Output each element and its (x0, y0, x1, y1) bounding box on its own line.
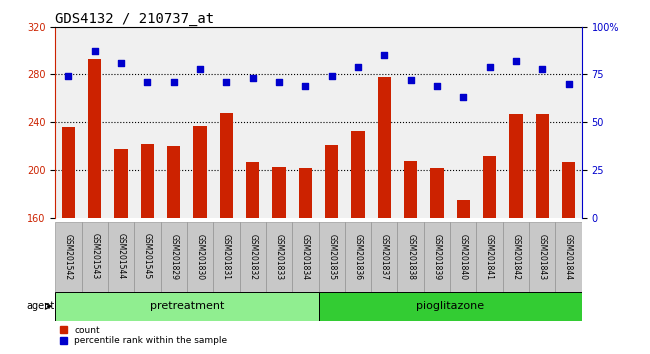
Bar (450, 222, 476, 292)
Text: GSM201841: GSM201841 (485, 234, 494, 280)
Bar (114, 149, 127, 218)
Bar (240, 222, 266, 292)
Bar (299, 168, 312, 218)
Bar (82, 222, 108, 292)
Point (195, 66, 205, 72)
Bar (536, 114, 549, 218)
Text: GSM201842: GSM201842 (512, 234, 521, 280)
Text: GSM201543: GSM201543 (90, 234, 99, 280)
Text: GSM201834: GSM201834 (301, 234, 310, 280)
Text: GSM201835: GSM201835 (327, 234, 336, 280)
Bar (55, 292, 318, 321)
Text: GDS4132 / 210737_at: GDS4132 / 210737_at (55, 12, 214, 25)
Point (221, 79, 231, 85)
Bar (266, 222, 292, 292)
Bar (246, 162, 259, 218)
Point (300, 83, 311, 89)
Bar (213, 222, 240, 292)
Text: GSM201836: GSM201836 (354, 234, 363, 280)
Point (90, 48, 100, 54)
Point (564, 81, 574, 87)
Point (406, 77, 416, 83)
Text: GSM201833: GSM201833 (274, 234, 283, 280)
Bar (556, 222, 582, 292)
Point (379, 52, 389, 58)
Point (142, 79, 153, 85)
Bar (194, 126, 207, 218)
Point (326, 74, 337, 79)
Text: GSM201832: GSM201832 (248, 234, 257, 280)
Text: GSM201837: GSM201837 (380, 234, 389, 280)
Bar (503, 222, 529, 292)
Bar (529, 222, 556, 292)
Text: GSM201844: GSM201844 (564, 234, 573, 280)
Point (458, 95, 469, 100)
Bar (404, 160, 417, 218)
Bar (55, 222, 82, 292)
Bar (457, 200, 470, 218)
Bar (135, 222, 161, 292)
Point (537, 66, 547, 72)
Text: pretreatment: pretreatment (150, 301, 224, 311)
Bar (510, 114, 523, 218)
Text: pioglitazone: pioglitazone (416, 301, 484, 311)
Text: GSM201545: GSM201545 (143, 234, 152, 280)
Point (168, 79, 179, 85)
Bar (292, 222, 318, 292)
Bar (141, 144, 154, 218)
Bar (378, 77, 391, 218)
Text: GSM201831: GSM201831 (222, 234, 231, 280)
Bar (371, 222, 398, 292)
Legend: count, percentile rank within the sample: count, percentile rank within the sample (60, 326, 228, 346)
Text: GSM201544: GSM201544 (116, 234, 125, 280)
Bar (318, 292, 582, 321)
Point (432, 83, 442, 89)
Bar (318, 222, 345, 292)
Point (484, 64, 495, 70)
Point (63, 74, 73, 79)
Text: GSM201829: GSM201829 (169, 234, 178, 280)
Bar (272, 166, 285, 218)
Bar (476, 222, 503, 292)
Text: GSM201542: GSM201542 (64, 234, 73, 280)
Text: GSM201830: GSM201830 (196, 234, 205, 280)
Bar (220, 113, 233, 218)
Point (353, 64, 363, 70)
Text: GSM201838: GSM201838 (406, 234, 415, 280)
Text: GSM201843: GSM201843 (538, 234, 547, 280)
Text: agent: agent (27, 301, 55, 311)
Bar (62, 127, 75, 218)
Bar (483, 156, 496, 218)
Bar (161, 222, 187, 292)
Bar (352, 131, 365, 218)
Bar (108, 222, 135, 292)
Bar (345, 222, 371, 292)
Text: GSM201839: GSM201839 (432, 234, 441, 280)
Bar (88, 59, 101, 218)
Bar (325, 145, 338, 218)
Text: GSM201840: GSM201840 (459, 234, 468, 280)
Bar (187, 222, 213, 292)
Point (116, 60, 126, 66)
Bar (398, 222, 424, 292)
Bar (562, 162, 575, 218)
Point (274, 79, 284, 85)
Bar (430, 168, 443, 218)
Point (511, 58, 521, 64)
Point (248, 75, 258, 81)
Bar (167, 146, 180, 218)
Bar (424, 222, 450, 292)
